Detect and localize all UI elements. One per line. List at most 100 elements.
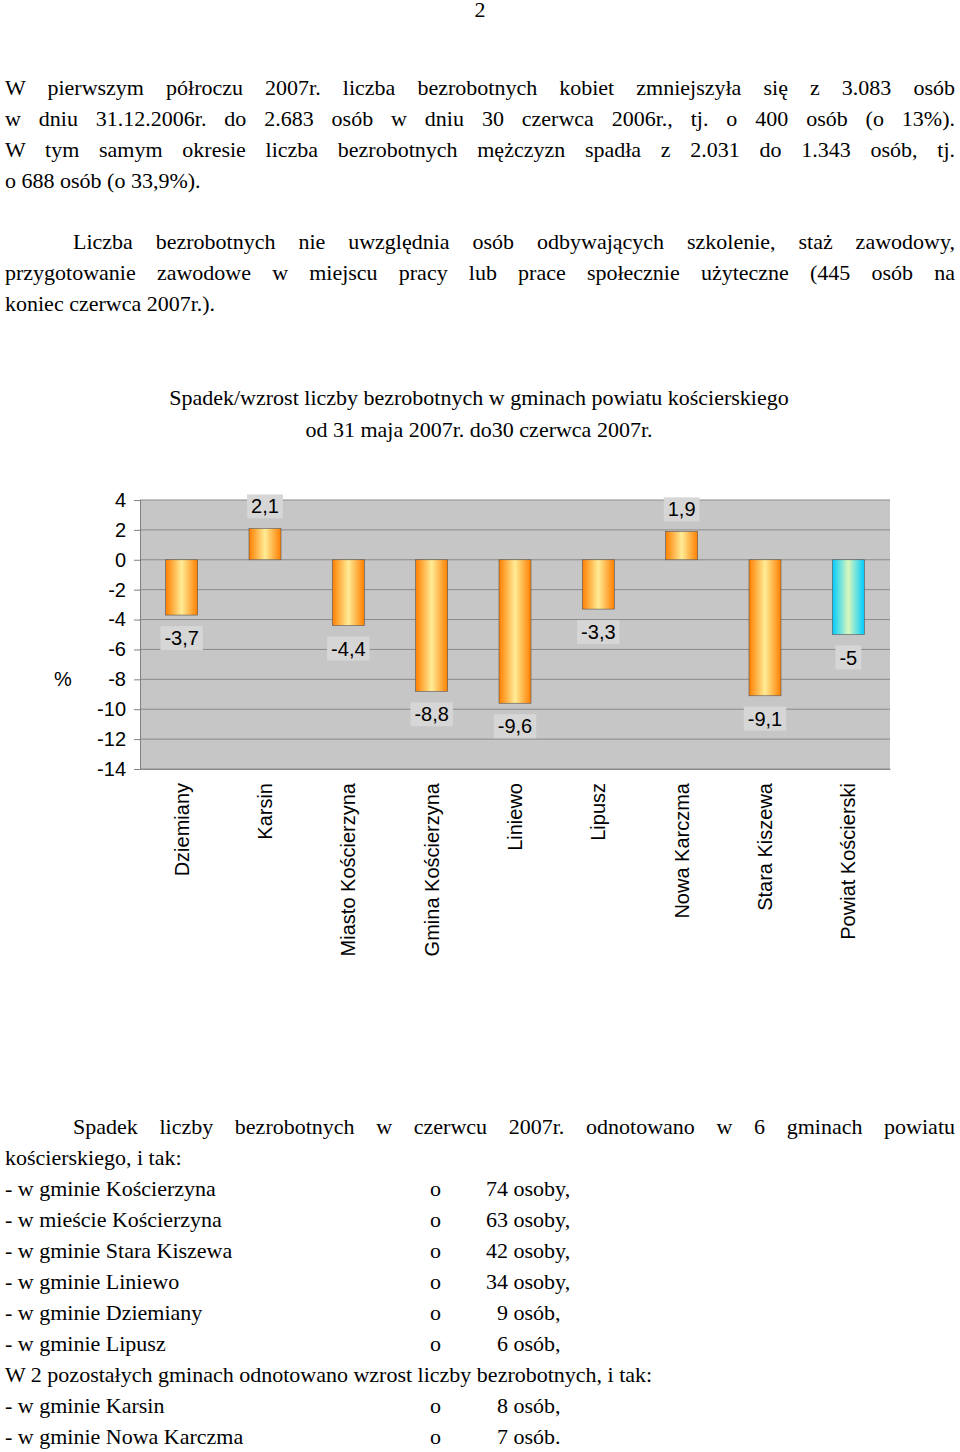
bar [416, 560, 448, 692]
bar [499, 560, 531, 703]
list-amount: 63 osoby, [486, 1207, 570, 1233]
tick: Nowa Karczma [671, 769, 693, 919]
list-label: - w mieście Kościerzyna [5, 1207, 222, 1233]
data-labels: -3,72,1-4,4-8,8-9,6-3,31,9-9,1-5 [160, 494, 861, 738]
data-label: -5 [839, 647, 857, 669]
tick-mark [134, 560, 140, 561]
tick: -14 [97, 758, 140, 780]
list-sign: o [430, 1300, 441, 1326]
data-label-group: 2,1 [247, 494, 283, 518]
list-amount: 34 osoby, [486, 1269, 570, 1295]
grid-line [140, 739, 890, 740]
data-label: -9,1 [748, 708, 782, 730]
chart-title: Spadek/wzrost liczby bezrobotnych w gmin… [169, 385, 789, 410]
tick: Stara Kiszewa [754, 769, 776, 911]
paragraph-line: w dniu 31.12.2006r. do 2.683 osób w dniu… [5, 106, 955, 132]
data-label-group: -9,6 [494, 714, 536, 738]
data-label: -3,7 [164, 627, 198, 649]
paragraph-line: W tym samym okresie liczba bezrobotnych … [5, 137, 955, 163]
tick-mark [134, 709, 140, 710]
data-label: -8,8 [414, 703, 448, 725]
paragraph-line: Spadek liczby bezrobotnych w czerwcu 200… [73, 1114, 955, 1140]
data-label-group: -8,8 [410, 702, 452, 726]
tick-mark [134, 739, 140, 740]
tick-mark [134, 649, 140, 650]
tick-mark [134, 679, 140, 680]
list-sign: o [430, 1207, 441, 1233]
page-number: 2 [0, 0, 960, 23]
list-label: - w gminie Lipusz [5, 1331, 166, 1357]
tick-mark [134, 500, 140, 501]
category-label: Gmina Kościerzyna [421, 782, 443, 956]
list-amount: 6 osób, [497, 1331, 561, 1357]
paragraph-line: W pierwszym półroczu 2007r. liczba bezro… [5, 75, 955, 101]
data-label-background [744, 707, 786, 731]
bar [749, 560, 781, 696]
list-label: - w gminie Dziemiany [5, 1300, 202, 1326]
data-label-background [494, 714, 536, 738]
bar [666, 531, 698, 559]
tick: Lipusz [587, 769, 609, 841]
category-label: Lipusz [587, 783, 609, 841]
tick: -4 [108, 608, 140, 630]
chart: Spadek/wzrost liczby bezrobotnych w gmin… [0, 0, 960, 1452]
bar [832, 560, 864, 635]
paragraph-line: koniec czerwca 2007r.). [5, 291, 955, 317]
bar [249, 528, 281, 559]
list-amount: 7 osób. [497, 1424, 561, 1450]
paragraph-line: przygotowanie zawodowe w miejscu pracy l… [5, 260, 955, 286]
data-label: -9,6 [498, 715, 532, 737]
tick-mark [134, 590, 140, 591]
x-axis: Dziemiany Karsin Miasto Kościerzyna Gmina K… [141, 769, 891, 956]
list-sign: o [430, 1269, 441, 1295]
list-label: - w gminie Karsin [5, 1393, 164, 1419]
tick-label: -14 [97, 758, 126, 780]
list-amount: 74 osoby, [486, 1176, 570, 1202]
list-amount: 9 osób, [497, 1300, 561, 1326]
category-label: Powiat Kościerski [837, 783, 859, 940]
list-sign: o [430, 1176, 441, 1202]
bar [166, 560, 198, 615]
y-axis: 420-2-4-6-8-10-12-14 [97, 489, 140, 780]
list-amount: 8 osób, [497, 1393, 561, 1419]
list-label: - w gminie Kościerzyna [5, 1176, 216, 1202]
tick-label: -12 [97, 728, 126, 750]
paragraph-line: W 2 pozostałych gminach odnotowano wzros… [5, 1362, 652, 1388]
list-label: - w gminie Liniewo [5, 1269, 179, 1295]
data-label-background [410, 702, 452, 726]
data-label-group: -4,4 [327, 637, 369, 661]
tick-label: -4 [108, 608, 126, 630]
data-label-group: -9,1 [744, 707, 786, 731]
tick: 2 [115, 519, 140, 541]
data-label: 2,1 [251, 495, 279, 517]
data-label-group: -5 [835, 646, 861, 670]
data-label: 1,9 [668, 498, 696, 520]
tick: -10 [97, 698, 140, 720]
bars [166, 528, 865, 703]
tick: -2 [108, 579, 140, 601]
category-label: Dziemiany [171, 783, 193, 876]
category-label: Nowa Karczma [671, 782, 693, 918]
list-amount: 42 osoby, [486, 1238, 570, 1264]
axis-line [141, 769, 891, 770]
data-label-background [664, 497, 700, 521]
tick: Miasto Kościerzyna [337, 769, 359, 956]
tick-label: -2 [108, 579, 126, 601]
grid-line [140, 769, 890, 770]
bar [582, 560, 614, 609]
list-sign: o [430, 1238, 441, 1264]
category-label: Liniewo [504, 783, 526, 851]
tick: Liniewo [504, 769, 526, 851]
tick: 4 [115, 489, 140, 511]
list-label: - w gminie Nowa Karczma [5, 1424, 243, 1450]
data-label-group: -3,7 [160, 626, 202, 650]
category-label: Karsin [254, 783, 276, 840]
tick-mark [134, 530, 140, 531]
category-label: Miasto Kościerzyna [337, 782, 359, 956]
tick-label: 0 [115, 549, 126, 571]
tick: -6 [108, 638, 140, 660]
tick: Powiat Kościerski [837, 769, 859, 940]
tick: Dziemiany [171, 769, 193, 876]
grid [140, 500, 890, 769]
tick: Gmina Kościerzyna [421, 769, 443, 956]
